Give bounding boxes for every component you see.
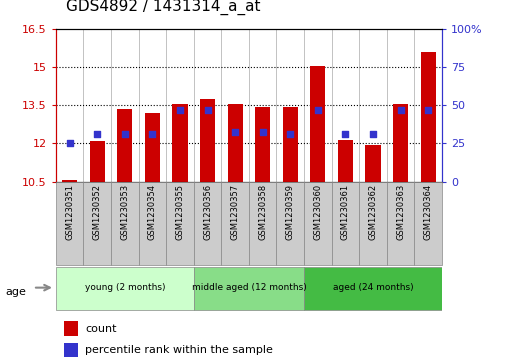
- Point: [286, 131, 294, 137]
- Text: GSM1230357: GSM1230357: [231, 184, 240, 240]
- Bar: [310, 66, 326, 182]
- Point: [341, 131, 350, 137]
- Point: [66, 140, 74, 146]
- Bar: [332, 182, 359, 265]
- Bar: [139, 182, 166, 265]
- Text: GSM1230353: GSM1230353: [120, 184, 130, 240]
- Text: aged (24 months): aged (24 months): [333, 283, 414, 292]
- Text: young (2 months): young (2 months): [84, 283, 165, 292]
- Text: GSM1230360: GSM1230360: [313, 184, 323, 240]
- Point: [204, 107, 212, 113]
- Text: middle aged (12 months): middle aged (12 months): [192, 283, 306, 292]
- Bar: [365, 145, 380, 182]
- Point: [314, 107, 322, 113]
- Text: GSM1230363: GSM1230363: [396, 184, 405, 240]
- Bar: [221, 182, 249, 265]
- Bar: [304, 182, 332, 265]
- Text: age: age: [5, 287, 26, 297]
- Bar: [255, 107, 270, 182]
- Bar: [194, 267, 304, 310]
- Text: GSM1230358: GSM1230358: [258, 184, 267, 240]
- Bar: [387, 182, 415, 265]
- Bar: [393, 104, 408, 182]
- Point: [259, 129, 267, 135]
- Point: [369, 131, 377, 137]
- Bar: [359, 182, 387, 265]
- Text: GSM1230355: GSM1230355: [175, 184, 184, 240]
- Bar: [89, 141, 105, 182]
- Point: [397, 107, 405, 113]
- Bar: [421, 52, 436, 182]
- Point: [176, 107, 184, 113]
- Text: GSM1230361: GSM1230361: [341, 184, 350, 240]
- Point: [424, 107, 432, 113]
- Bar: [338, 139, 353, 182]
- Text: count: count: [85, 323, 117, 334]
- Text: GSM1230352: GSM1230352: [93, 184, 102, 240]
- Text: GSM1230351: GSM1230351: [65, 184, 74, 240]
- Text: GSM1230362: GSM1230362: [368, 184, 377, 240]
- Bar: [282, 107, 298, 182]
- Bar: [111, 182, 139, 265]
- Bar: [415, 182, 442, 265]
- Bar: [166, 182, 194, 265]
- Point: [231, 129, 239, 135]
- Text: GDS4892 / 1431314_a_at: GDS4892 / 1431314_a_at: [66, 0, 261, 15]
- Text: GSM1230364: GSM1230364: [424, 184, 433, 240]
- Text: GSM1230359: GSM1230359: [286, 184, 295, 240]
- Bar: [200, 99, 215, 182]
- Bar: [172, 104, 187, 182]
- Bar: [56, 267, 194, 310]
- Text: GSM1230354: GSM1230354: [148, 184, 157, 240]
- Text: percentile rank within the sample: percentile rank within the sample: [85, 345, 273, 355]
- Point: [148, 131, 156, 137]
- Bar: [304, 267, 442, 310]
- Text: GSM1230356: GSM1230356: [203, 184, 212, 240]
- Point: [93, 131, 101, 137]
- Bar: [228, 104, 243, 182]
- Bar: [276, 182, 304, 265]
- Bar: [64, 343, 78, 357]
- Bar: [62, 180, 77, 182]
- Bar: [194, 182, 221, 265]
- Bar: [56, 182, 83, 265]
- Bar: [145, 113, 160, 182]
- Bar: [117, 109, 133, 182]
- Bar: [64, 322, 78, 336]
- Bar: [83, 182, 111, 265]
- Bar: [249, 182, 276, 265]
- Point: [121, 131, 129, 137]
